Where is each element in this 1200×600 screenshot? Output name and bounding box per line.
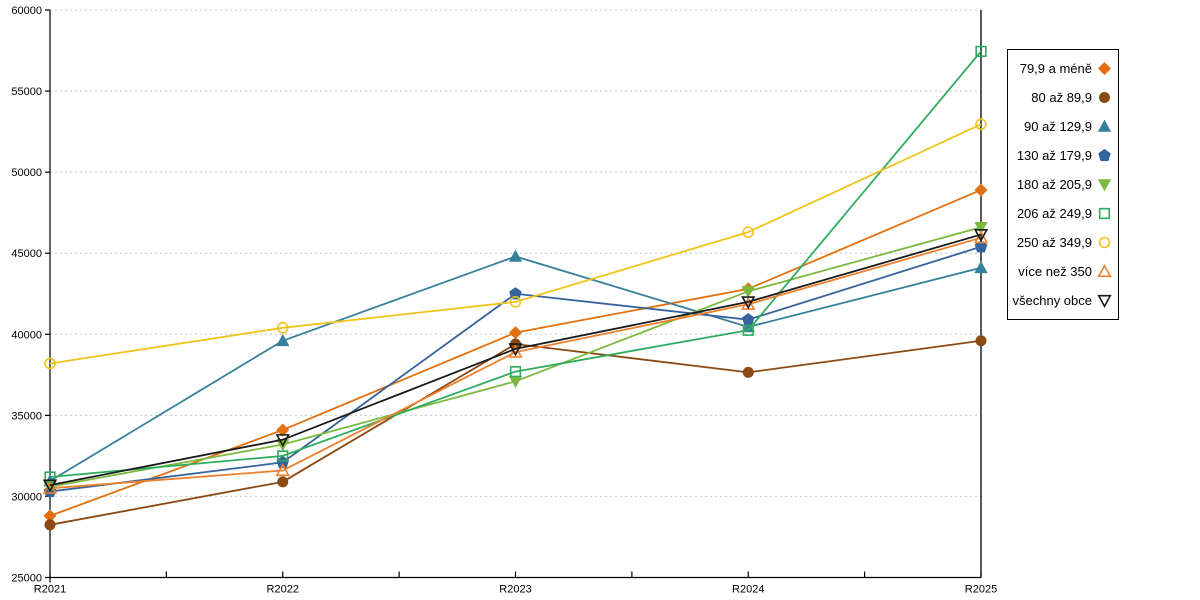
- legend-marker-icon: [1098, 207, 1111, 220]
- circle-marker-icon: [509, 296, 522, 308]
- legend-marker-icon: [1098, 236, 1111, 249]
- legend-item: všechny obce: [1012, 293, 1112, 308]
- triangle-down-marker-icon: [508, 343, 523, 357]
- triangle-down-marker-icon: [973, 228, 989, 243]
- y-tick-label: 30000: [11, 491, 42, 503]
- diamond-marker-icon: [276, 423, 290, 437]
- series-line: [49, 339, 982, 526]
- triangle-down-marker-icon: [42, 479, 58, 493]
- y-tick-label: 60000: [11, 5, 42, 17]
- square-marker-icon: [277, 450, 289, 462]
- legend-item: 206 až 249,9: [1012, 206, 1112, 221]
- legend-item: 79,9 a méně: [1012, 61, 1112, 76]
- series-line: [49, 233, 982, 486]
- legend-label: 130 až 179,9: [1016, 148, 1092, 163]
- legend-label: 250 až 349,9: [1016, 235, 1092, 250]
- legend-item: 130 až 179,9: [1012, 148, 1112, 163]
- legend-label: 206 až 249,9: [1016, 206, 1092, 221]
- legend-item: více než 350: [1012, 264, 1112, 279]
- triangle-down-marker-icon: [1097, 294, 1112, 308]
- triangle-down-marker-icon: [1097, 179, 1112, 192]
- circle-marker-icon: [742, 366, 754, 378]
- circle-marker-icon: [975, 335, 987, 347]
- circle-marker-icon: [44, 357, 56, 370]
- triangle-down-marker-icon: [741, 286, 755, 299]
- legend-marker-icon: [1097, 294, 1112, 308]
- y-tick-label: 25000: [11, 573, 42, 585]
- x-tick-label: R2023: [499, 584, 531, 596]
- series-line: [49, 123, 982, 365]
- circle-marker-icon: [44, 519, 56, 531]
- triangle-up-marker-icon: [973, 230, 989, 244]
- diamond-marker-icon: [1097, 61, 1112, 76]
- legend-item: 250 až 349,9: [1012, 235, 1112, 250]
- pentagon-marker-icon: [974, 240, 988, 253]
- square-marker-icon: [742, 324, 754, 336]
- triangle-up-marker-icon: [1097, 119, 1112, 132]
- x-tick-label: R2022: [267, 584, 299, 596]
- legend-marker-icon: [1097, 179, 1112, 192]
- legend-label: více než 350: [1018, 264, 1092, 279]
- series-line: [49, 245, 982, 493]
- legend-label: 90 až 129,9: [1024, 119, 1092, 134]
- legend-marker-icon: [1097, 119, 1112, 132]
- square-marker-icon: [509, 365, 522, 378]
- pentagon-marker-icon: [741, 313, 755, 326]
- x-tick-label: R2021: [34, 584, 66, 596]
- pentagon-marker-icon: [509, 287, 522, 300]
- triangle-up-marker-icon: [275, 463, 290, 477]
- circle-marker-icon: [1098, 236, 1111, 249]
- x-tick-label: R2024: [732, 584, 764, 596]
- triangle-up-marker-icon: [1097, 264, 1112, 278]
- x-tick-label: R2025: [965, 584, 997, 596]
- legend-label: všechny obce: [1012, 293, 1093, 308]
- triangle-up-marker-icon: [508, 344, 523, 358]
- legend-item: 180 až 205,9: [1012, 177, 1112, 192]
- triangle-down-marker-icon: [741, 296, 756, 310]
- triangle-up-marker-icon: [42, 480, 58, 494]
- pentagon-marker-icon: [1098, 148, 1111, 162]
- legend-label: 79,9 a méně: [1019, 61, 1092, 76]
- legend-item: 90 až 129,9: [1012, 119, 1112, 134]
- square-marker-icon: [975, 45, 987, 57]
- y-tick-label: 35000: [11, 410, 42, 422]
- triangle-up-marker-icon: [974, 260, 988, 274]
- circle-marker-icon: [742, 226, 755, 238]
- square-marker-icon: [1098, 207, 1111, 220]
- y-tick-label: 40000: [11, 329, 42, 341]
- triangle-up-marker-icon: [276, 333, 290, 347]
- circle-marker-icon: [975, 118, 987, 131]
- y-tick-label: 55000: [11, 86, 42, 98]
- series-line: [49, 50, 982, 478]
- circle-marker-icon: [1099, 92, 1110, 103]
- triangle-up-marker-icon: [508, 249, 523, 262]
- diamond-marker-icon: [974, 183, 988, 197]
- y-tick-label: 50000: [11, 167, 42, 179]
- circle-marker-icon: [276, 321, 289, 334]
- legend-label: 80 až 89,9: [1031, 90, 1092, 105]
- diamond-marker-icon: [508, 326, 523, 340]
- legend-marker-icon: [1097, 264, 1112, 278]
- circle-marker-icon: [277, 476, 289, 488]
- triangle-down-marker-icon: [275, 434, 290, 448]
- y-tick-label: 45000: [11, 248, 42, 260]
- legend-label: 180 až 205,9: [1016, 177, 1092, 192]
- legend-marker-icon: [1098, 148, 1111, 162]
- legend-marker-icon: [1097, 61, 1112, 76]
- legend-item: 80 až 89,9: [1012, 90, 1112, 105]
- triangle-down-marker-icon: [974, 221, 988, 235]
- series-line: [49, 236, 982, 490]
- legend-marker-icon: [1099, 92, 1110, 103]
- legend: 79,9 a méně 80 až 89,9 90 až 129,9 130 až 1…: [1007, 49, 1119, 320]
